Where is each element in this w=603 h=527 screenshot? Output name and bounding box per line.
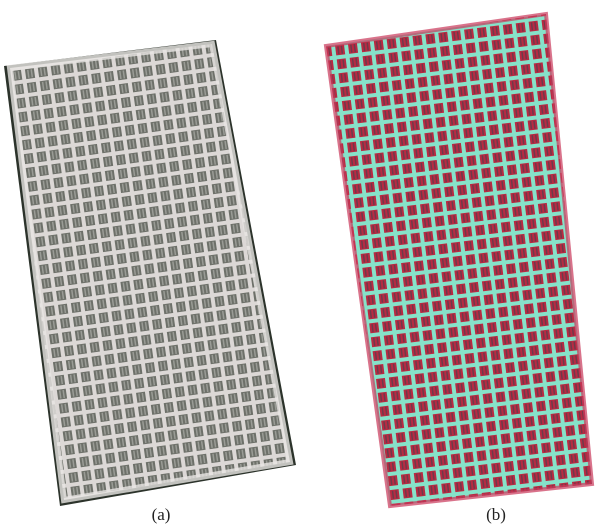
panel-a: (a) xyxy=(4,40,296,524)
panel-b: (b) xyxy=(326,14,592,524)
panel-label: (a) xyxy=(152,505,171,524)
panel-label: (b) xyxy=(486,505,506,524)
figure: (a) (b) xyxy=(0,0,603,527)
